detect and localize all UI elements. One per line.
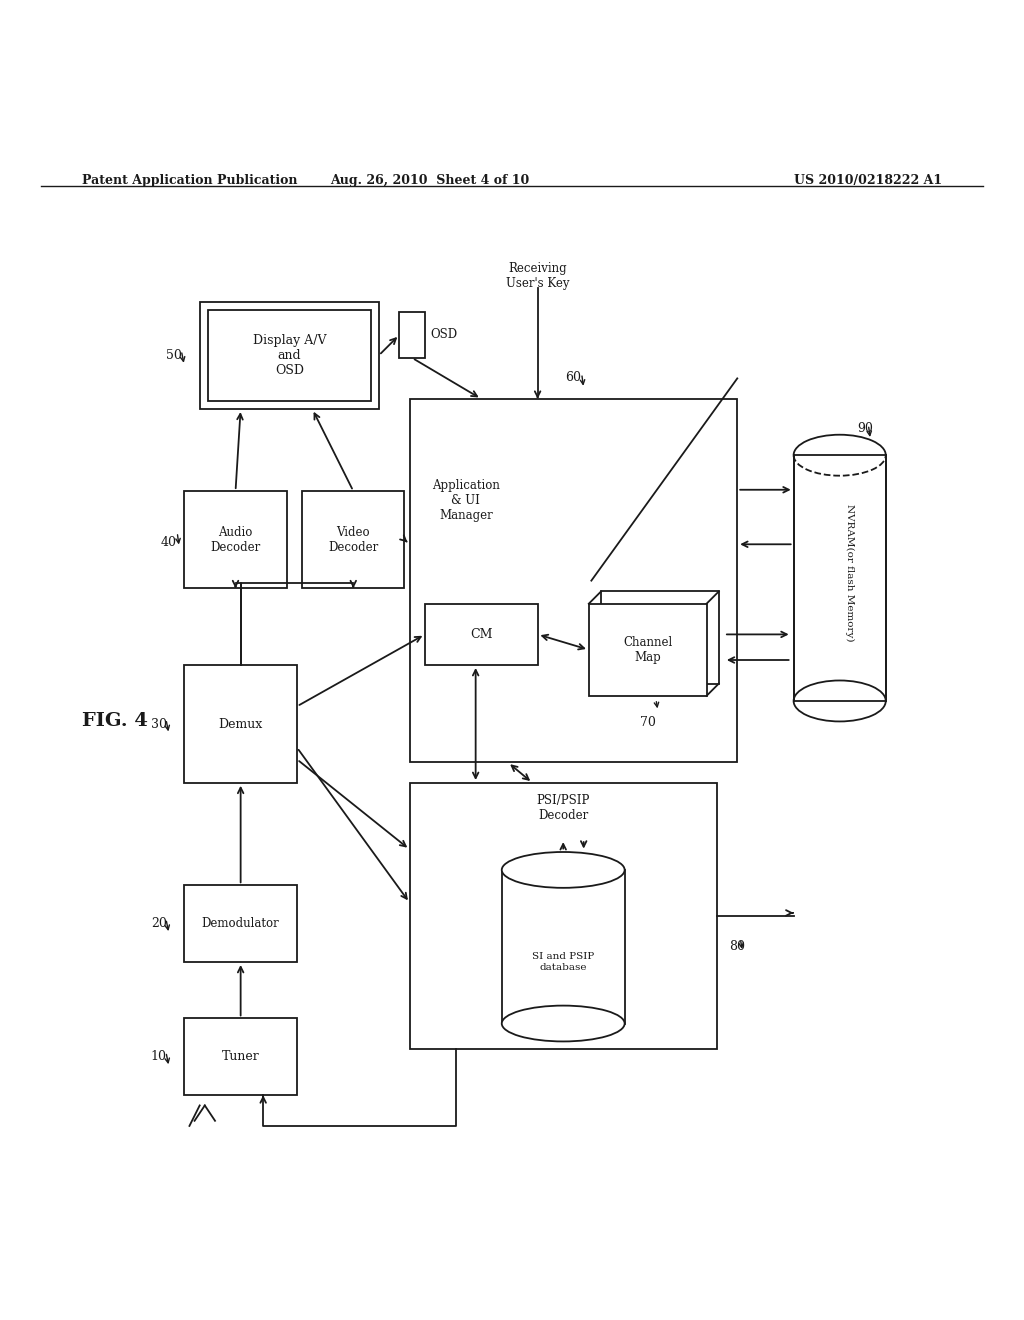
Text: PSI/PSIP
Decoder: PSI/PSIP Decoder xyxy=(537,795,590,822)
Text: 90: 90 xyxy=(857,421,873,434)
Text: 50: 50 xyxy=(166,348,182,362)
FancyBboxPatch shape xyxy=(208,310,371,401)
Text: CM: CM xyxy=(470,628,493,642)
Text: Demux: Demux xyxy=(218,718,263,730)
Ellipse shape xyxy=(502,851,625,888)
FancyBboxPatch shape xyxy=(794,455,886,701)
Text: FIG. 4: FIG. 4 xyxy=(82,713,147,730)
Ellipse shape xyxy=(502,1006,625,1041)
FancyBboxPatch shape xyxy=(425,603,538,665)
FancyBboxPatch shape xyxy=(589,603,707,696)
FancyBboxPatch shape xyxy=(302,491,404,589)
Text: 70: 70 xyxy=(640,717,655,730)
Text: Tuner: Tuner xyxy=(222,1051,259,1064)
Text: Application
& UI
Manager: Application & UI Manager xyxy=(432,479,500,523)
Text: 20: 20 xyxy=(151,917,167,931)
FancyBboxPatch shape xyxy=(184,491,287,589)
Text: OSD: OSD xyxy=(430,329,457,342)
FancyBboxPatch shape xyxy=(399,312,425,358)
Text: Demodulator: Demodulator xyxy=(202,917,280,931)
FancyBboxPatch shape xyxy=(200,301,379,409)
Text: Receiving
User's Key: Receiving User's Key xyxy=(506,261,569,290)
FancyBboxPatch shape xyxy=(502,870,625,1023)
FancyBboxPatch shape xyxy=(601,591,719,684)
FancyBboxPatch shape xyxy=(184,665,297,783)
Text: US 2010/0218222 A1: US 2010/0218222 A1 xyxy=(794,174,942,186)
Text: Channel
Map: Channel Map xyxy=(623,636,673,664)
Text: 10: 10 xyxy=(151,1051,167,1064)
Text: 80: 80 xyxy=(729,940,745,953)
Text: Audio
Decoder: Audio Decoder xyxy=(210,525,261,553)
Text: 40: 40 xyxy=(161,536,177,549)
Text: Aug. 26, 2010  Sheet 4 of 10: Aug. 26, 2010 Sheet 4 of 10 xyxy=(331,174,529,186)
Text: 30: 30 xyxy=(151,718,167,730)
Text: Display A/V
and
OSD: Display A/V and OSD xyxy=(253,334,326,378)
FancyBboxPatch shape xyxy=(410,399,737,763)
Text: Patent Application Publication: Patent Application Publication xyxy=(82,174,297,186)
Text: Video
Decoder: Video Decoder xyxy=(328,525,379,553)
Text: 60: 60 xyxy=(565,371,582,384)
Text: NVRAM(or flash Memory): NVRAM(or flash Memory) xyxy=(846,504,854,642)
FancyBboxPatch shape xyxy=(184,1019,297,1096)
Text: SI and PSIP
database: SI and PSIP database xyxy=(532,953,594,972)
FancyBboxPatch shape xyxy=(184,886,297,962)
FancyBboxPatch shape xyxy=(410,783,717,1049)
